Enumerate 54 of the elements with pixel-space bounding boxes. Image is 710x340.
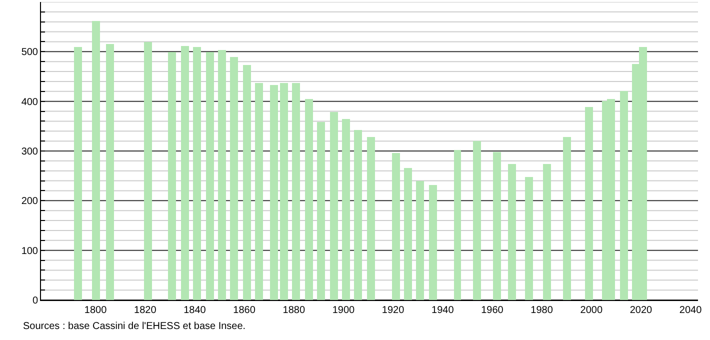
bar [218,50,226,300]
bar [230,57,238,300]
y-tick-label: 200 [21,196,38,208]
x-tick-label: 1840 [184,305,206,316]
x-tick-label: 1860 [233,305,256,316]
bar [585,107,593,300]
x-tick-label: 2000 [580,305,603,316]
y-tick-label: 300 [21,146,38,158]
bar [563,137,571,300]
bar [454,150,461,300]
bar [270,85,278,300]
x-tick-label: 2020 [630,305,653,316]
x-tick-label: 1940 [432,305,454,316]
bar [243,65,251,300]
bar [305,99,313,300]
bar [74,47,82,300]
bar [317,122,325,300]
bar [429,185,437,300]
bar [543,164,551,300]
bar [342,119,350,300]
source-note: Sources : base Cassini de l'EHESS et base Insee. [23,321,246,332]
bar [106,44,114,300]
x-tick-label: 1980 [530,305,554,316]
bar [392,153,400,300]
y-tick-label: 500 [21,47,38,58]
bar [280,83,288,300]
bar [193,47,201,300]
y-tick-label: 400 [21,96,38,108]
bar [473,141,481,300]
x-tick-label: 1920 [382,305,405,316]
y-tick-label: 100 [21,246,38,257]
bar [181,46,189,300]
bar [354,130,362,300]
bar [144,42,152,300]
x-tick-label: 1820 [134,305,157,316]
bar [206,52,214,300]
bar [493,152,501,300]
bar [168,52,176,300]
bar [620,91,628,300]
x-tick-label: 1800 [84,305,108,316]
bar [508,164,516,300]
x-tick-label: 1900 [332,305,356,316]
y-tick-label: 0 [32,296,38,306]
x-tick-label: 1960 [481,305,504,316]
bar [292,83,300,300]
bar [404,168,412,300]
bar [255,83,263,300]
bar [92,21,100,300]
bar [416,181,424,300]
x-tick-label: 1880 [282,305,306,316]
bar [330,112,338,300]
bar [367,137,375,300]
bar [525,177,533,300]
x-tick-label: 2040 [679,305,702,316]
